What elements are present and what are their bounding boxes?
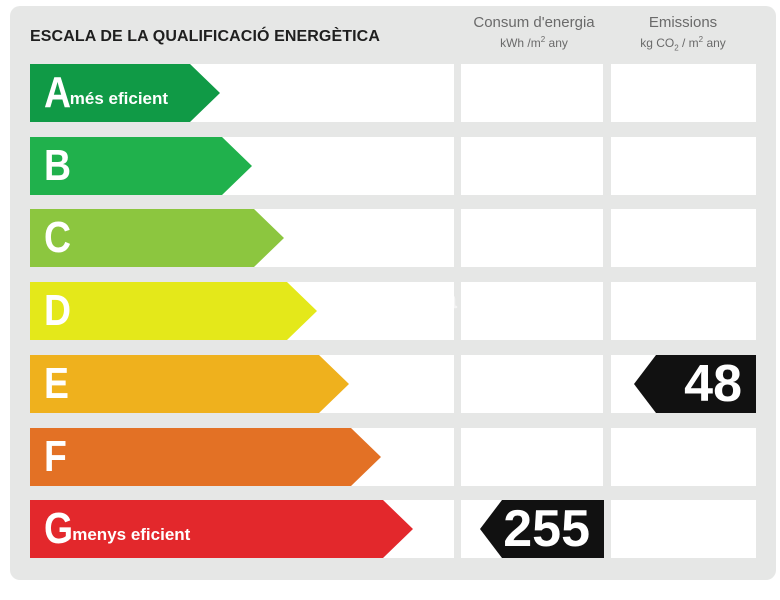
rating-letter: A [44,68,72,117]
rating-letter: C [44,213,72,262]
consumption-value-marker: 255 [480,500,604,558]
energy-label-panel: ESCALA DE LA QUALIFICACIÓ ENERGÈTICA Con… [10,6,776,580]
consumption-unit: kWh /m2 any [500,35,568,50]
emissions-column-header: Emissions kg CO2 / m2 any [610,14,756,52]
consumption-column-header: Consum d'energia kWh /m2 any [462,14,606,50]
emissions-cell-d [611,282,756,340]
rating-arrow-b: B [30,137,252,195]
rating-arrow-c: C [30,209,284,267]
scale-title: ESCALA DE LA QUALIFICACIÓ ENERGÈTICA [30,28,380,45]
rating-description: menys eficient [72,525,191,544]
consumption-cell-d [461,282,603,340]
rating-arrow-e: E [30,355,349,413]
consumption-cell-f [461,428,603,486]
emissions-cell-a [611,64,756,122]
rating-letter: E [44,359,69,408]
emissions-cell-b [611,137,756,195]
rating-letter: G [44,504,74,553]
rating-arrow-f: F [30,428,381,486]
consumption-label: Consum d'energia [473,14,595,31]
emissions-label: Emissions [648,14,718,31]
watermark: habitaclia [328,284,458,314]
emissions-value-marker: 48 [634,355,756,413]
consumption-cell-e [461,355,603,413]
emissions-cell-c [611,209,756,267]
rating-letter: B [44,141,72,190]
consumption-cell-b [461,137,603,195]
emissions-unit: kg CO2 / m2 any [640,35,726,53]
rating-arrow-d: D [30,282,317,340]
consumption-cell-a [461,64,603,122]
rating-description: més eficient [69,89,169,108]
rating-letter: D [44,286,72,335]
emissions-cell-g [611,500,756,558]
emissions-cell-f [611,428,756,486]
rating-letter: F [44,432,67,481]
consumption-cell-c [461,209,603,267]
